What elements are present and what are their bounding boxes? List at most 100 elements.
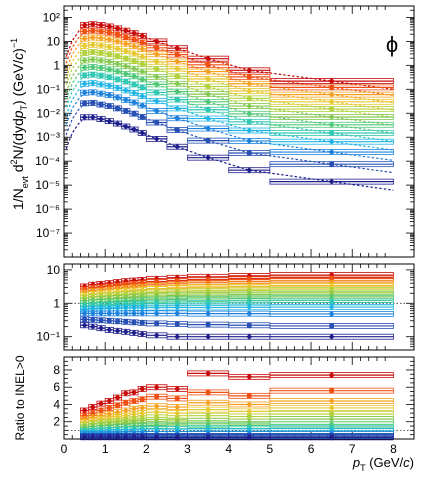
data-point: [139, 40, 145, 45]
fit-curve-9: [65, 82, 394, 151]
label-part: ): [10, 48, 26, 53]
data-point: [106, 434, 113, 441]
data-point: [246, 401, 253, 408]
data-point: [205, 296, 211, 302]
series-1: [80, 370, 394, 414]
data-point: [139, 61, 145, 67]
fit-curve-11: [65, 102, 394, 174]
data-point: [154, 45, 159, 51]
data-point: [205, 304, 212, 311]
data-point: [90, 21, 96, 27]
data-point: [106, 311, 112, 316]
data-point: [246, 374, 252, 380]
data-point: [154, 409, 159, 415]
data-point: [123, 56, 129, 61]
data-point: [98, 35, 104, 42]
data-point: [82, 317, 87, 322]
data-point: [246, 291, 253, 298]
data-point: [123, 319, 129, 325]
data-point: [205, 407, 211, 412]
data-point: [205, 115, 212, 122]
data-point: [205, 62, 211, 68]
data-point: [123, 108, 129, 114]
data-point: [123, 282, 129, 288]
data-point: [329, 99, 334, 105]
data-point: [246, 296, 252, 301]
data-point: [139, 419, 146, 426]
data-point: [90, 72, 96, 77]
data-point: [174, 415, 180, 421]
data-point: [98, 43, 104, 48]
data-point: [123, 390, 129, 396]
data-point: [139, 85, 145, 90]
data-point: [174, 404, 181, 410]
data-point: [98, 81, 104, 88]
data-point: [98, 91, 104, 96]
spectra-y-tick-label: 10⁻⁷: [36, 226, 60, 240]
particle-symbol: ϕ: [386, 32, 398, 57]
data-point: [328, 114, 335, 120]
data-point: [329, 311, 334, 317]
data-point: [123, 97, 129, 103]
data-point: [98, 57, 104, 64]
data-point: [174, 143, 181, 150]
data-point: [174, 105, 181, 112]
data-point: [123, 311, 129, 316]
data-point: [98, 408, 104, 413]
x-tick-label: 4: [225, 442, 232, 456]
data-point: [115, 292, 120, 298]
data-point: [131, 405, 137, 412]
data-point: [131, 291, 137, 297]
spectra-y-tick-label: 1: [53, 58, 60, 72]
fit-curve-4: [65, 44, 394, 111]
label-part: p: [10, 110, 26, 119]
data-point: [328, 398, 335, 404]
data-point: [106, 44, 112, 50]
label-part: −1: [9, 38, 19, 48]
data-point: [174, 304, 181, 311]
data-point: [246, 434, 253, 441]
label-part: T: [19, 104, 29, 110]
data-point: [115, 414, 120, 419]
data-point: [89, 434, 96, 441]
data-point: [131, 284, 137, 291]
data-point: [106, 284, 112, 289]
x-tick-label: 6: [308, 442, 315, 456]
data-point: [329, 300, 334, 305]
data-point: [154, 279, 159, 285]
data-point: [153, 73, 160, 80]
data-point: [90, 311, 96, 316]
data-point: [114, 305, 121, 312]
series-5: [80, 49, 394, 113]
label-part: 2: [9, 159, 19, 164]
data-point: [89, 414, 96, 421]
data-point: [115, 302, 120, 307]
series-10: [80, 310, 394, 317]
data-point: [246, 409, 252, 414]
data-point: [174, 58, 181, 65]
data-point: [328, 304, 335, 310]
data-point: [174, 45, 180, 51]
data-point: [246, 304, 253, 311]
data-point: [329, 287, 334, 293]
data-point: [139, 130, 146, 136]
data-point: [122, 87, 129, 94]
data-point: [131, 390, 137, 395]
spectra-y-tick-label: 10⁻³: [36, 130, 60, 144]
data-point: [174, 396, 180, 401]
data-point: [205, 399, 212, 406]
fit-curve-7: [65, 66, 394, 134]
data-point: [154, 301, 159, 306]
series-1: [80, 21, 394, 85]
data-point: [123, 413, 129, 418]
data-point: [246, 103, 253, 109]
data-point: [131, 37, 137, 42]
data-point: [90, 285, 96, 291]
series-12: [80, 434, 394, 441]
data-point: [98, 317, 104, 323]
data-point: [90, 64, 96, 70]
data-point: [328, 333, 335, 340]
series-11: [80, 99, 394, 168]
